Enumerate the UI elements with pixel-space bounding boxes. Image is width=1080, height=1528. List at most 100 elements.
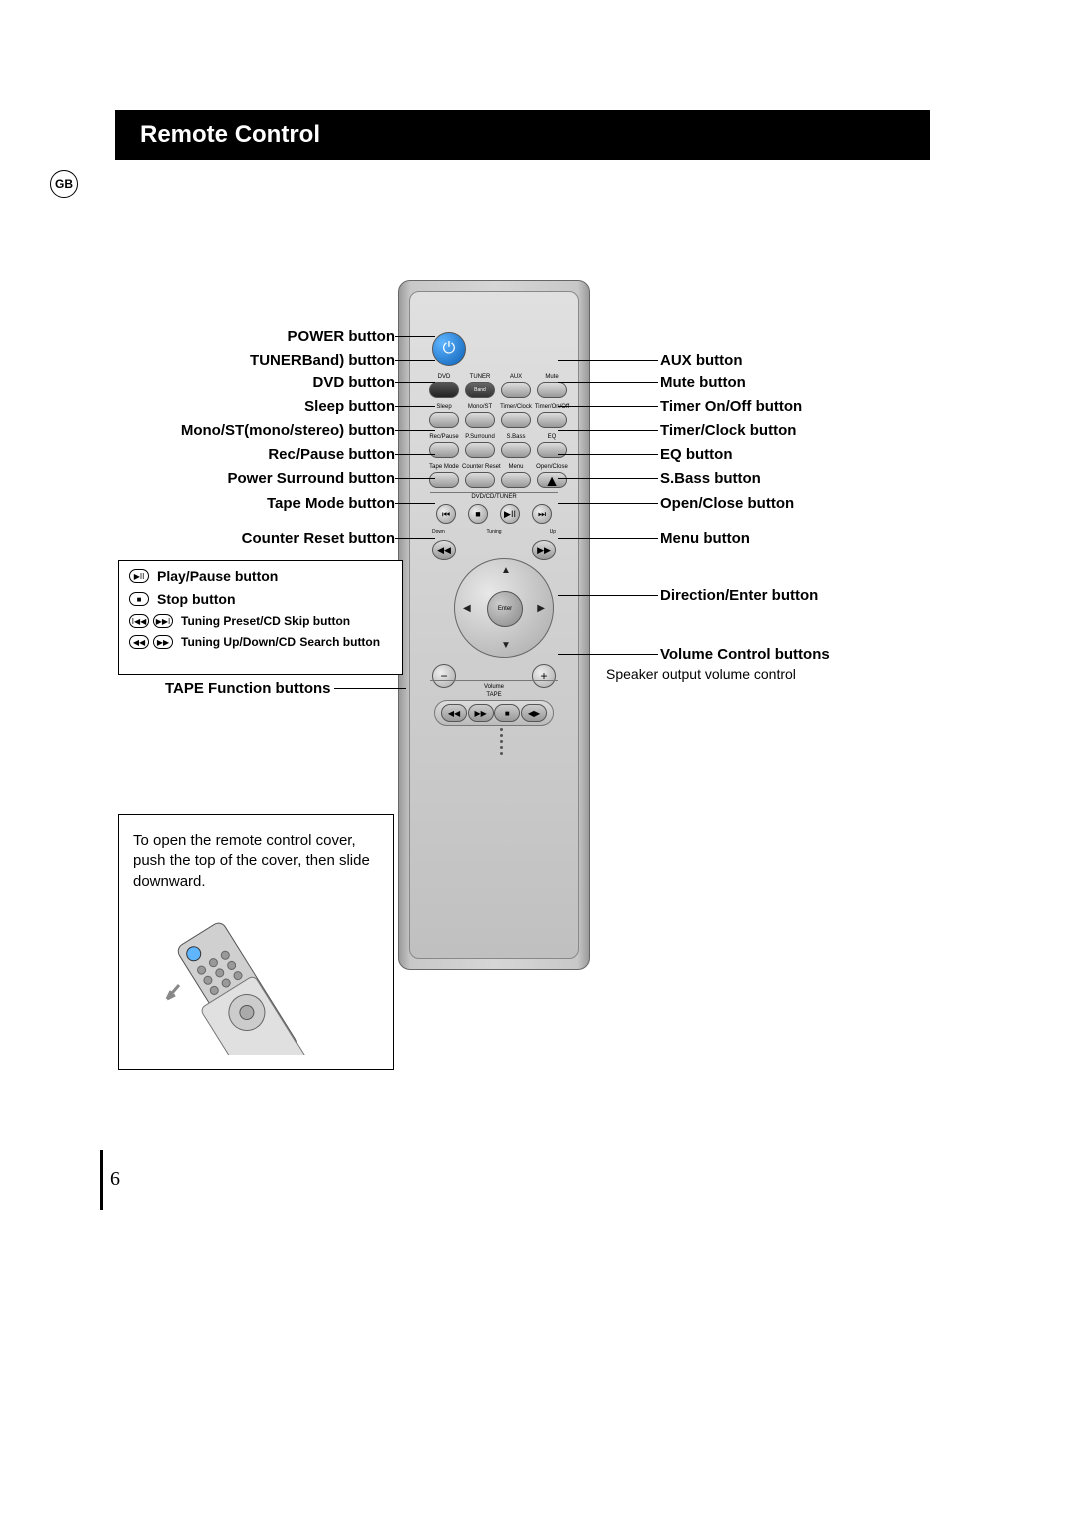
label-monost: Mono/ST bbox=[462, 404, 498, 410]
dpad-left-icon: ◀ bbox=[463, 603, 471, 614]
aux-button[interactable] bbox=[501, 382, 531, 398]
right-callout-label: Direction/Enter button bbox=[660, 587, 818, 604]
search-fwd-button[interactable]: ▶▶ bbox=[532, 540, 556, 560]
callout-line bbox=[395, 406, 435, 407]
label-tuning: Tuning bbox=[484, 529, 504, 535]
page-title: Remote Control bbox=[140, 121, 320, 149]
eq-button[interactable] bbox=[537, 442, 567, 458]
sbass-button[interactable] bbox=[501, 442, 531, 458]
right-callout-label: S.Bass button bbox=[660, 470, 761, 487]
remote-body: ⏻ DVD TUNER Band AUX Mute Sleep Mono/ST T… bbox=[398, 280, 590, 970]
skip-back-button[interactable]: ⏮ bbox=[436, 504, 456, 524]
label-up: Up bbox=[550, 529, 556, 535]
callout-line bbox=[395, 430, 435, 431]
right-callout-label: Timer On/Off button bbox=[660, 398, 802, 415]
search-back-button[interactable]: ◀◀ bbox=[432, 540, 456, 560]
counter-reset-button[interactable] bbox=[465, 472, 495, 488]
legend-text: Play/Pause button bbox=[157, 568, 278, 584]
rec-pause-button[interactable] bbox=[429, 442, 459, 458]
mute-button[interactable] bbox=[537, 382, 567, 398]
stop-button[interactable]: ■ bbox=[468, 504, 488, 524]
callout-line bbox=[395, 503, 435, 504]
menu-button[interactable] bbox=[501, 472, 531, 488]
label-psurround: P.Surround bbox=[462, 434, 498, 440]
dvd-button[interactable] bbox=[429, 382, 459, 398]
left-callout-label: POWER button bbox=[288, 328, 395, 345]
left-callout-label: DVD button bbox=[313, 374, 395, 391]
callout-line bbox=[558, 503, 658, 504]
callout-line bbox=[558, 595, 658, 596]
dpad-up-icon: ▲ bbox=[501, 565, 511, 576]
region-badge: GB bbox=[50, 170, 78, 198]
remote-slide-icon bbox=[149, 903, 369, 1055]
skip-fwd-button[interactable]: ⏭ bbox=[532, 504, 552, 524]
power-button[interactable]: ⏻ bbox=[432, 332, 466, 366]
tunerband-button[interactable]: Band bbox=[465, 382, 495, 398]
section-label: DVD/CD/TUNER bbox=[410, 494, 578, 500]
label-tape: TAPE bbox=[410, 692, 578, 698]
left-callout-label: Tape Mode button bbox=[267, 495, 395, 512]
label-recpause: Rec/Pause bbox=[426, 434, 462, 440]
tape-mode-button[interactable] bbox=[429, 472, 459, 488]
direction-pad[interactable]: ▲ ▼ ◀ ▶ Enter bbox=[454, 558, 554, 658]
callout-line bbox=[558, 430, 658, 431]
callout-line bbox=[395, 538, 435, 539]
left-callout-label: Counter Reset button bbox=[242, 530, 395, 547]
timer-onoff-button[interactable] bbox=[537, 412, 567, 428]
label-openclose: Open/Close bbox=[534, 464, 570, 470]
legend-text: Tuning Preset/CD Skip button bbox=[181, 614, 350, 628]
callout-line bbox=[395, 336, 435, 337]
right-callout-label: Timer/Clock button bbox=[660, 422, 796, 439]
legend-icon: I◀◀ bbox=[129, 614, 149, 628]
brand-dots-icon bbox=[500, 728, 503, 755]
label-volume: Volume bbox=[410, 684, 578, 690]
play-pause-button[interactable]: ▶II bbox=[500, 504, 520, 524]
right-callout-label: Mute button bbox=[660, 374, 746, 391]
callout-line bbox=[558, 478, 658, 479]
label-eq: EQ bbox=[534, 434, 570, 440]
tape-stop-button[interactable]: ■ bbox=[494, 704, 520, 722]
legend-icon: ▶▶ bbox=[153, 635, 173, 649]
dpad-right-icon: ▶ bbox=[537, 603, 545, 614]
label-aux: AUX bbox=[498, 374, 534, 380]
page-number: 6 bbox=[110, 1168, 120, 1191]
power-surround-button[interactable] bbox=[465, 442, 495, 458]
legend-icon: ▶II bbox=[129, 569, 149, 583]
sleep-button[interactable] bbox=[429, 412, 459, 428]
tape-play-button[interactable]: ◀▶ bbox=[521, 704, 547, 722]
callout-line bbox=[558, 538, 658, 539]
callout-line bbox=[395, 360, 435, 361]
cover-note-box: To open the remote control cover, push t… bbox=[118, 814, 394, 1070]
callout-line bbox=[558, 454, 658, 455]
label-dvd: DVD bbox=[426, 374, 462, 380]
label-sleep: Sleep bbox=[426, 404, 462, 410]
left-callout-label: Mono/ST(mono/stereo) button bbox=[181, 422, 395, 439]
label-sbass: S.Bass bbox=[498, 434, 534, 440]
callout-line bbox=[558, 382, 658, 383]
page-number-bar bbox=[100, 1150, 103, 1210]
callout-line bbox=[395, 454, 435, 455]
label-tapemode: Tape Mode bbox=[426, 464, 462, 470]
right-callout-label: Volume Control buttons bbox=[660, 646, 830, 663]
legend-icon: ▶▶I bbox=[153, 614, 173, 628]
enter-button[interactable]: Enter bbox=[487, 591, 523, 627]
left-callout-label: Rec/Pause button bbox=[268, 446, 395, 463]
label-tuner: TUNER bbox=[462, 374, 498, 380]
right-callout-label: AUX button bbox=[660, 352, 742, 369]
tape-ff-button[interactable]: ▶▶ bbox=[468, 704, 494, 722]
legend-icon: ◀◀ bbox=[129, 635, 149, 649]
callout-line bbox=[558, 360, 658, 361]
callout-line bbox=[395, 478, 435, 479]
timer-clock-button[interactable] bbox=[501, 412, 531, 428]
legend-text: Tuning Up/Down/CD Search button bbox=[181, 635, 380, 649]
open-close-button[interactable]: ▲ bbox=[537, 472, 567, 488]
label-counterreset: Counter Reset bbox=[462, 464, 498, 470]
legend-row: ◀◀ ▶▶ Tuning Up/Down/CD Search button bbox=[129, 635, 392, 649]
mono-st-button[interactable] bbox=[465, 412, 495, 428]
label-mute: Mute bbox=[534, 374, 570, 380]
cover-note-text: To open the remote control cover, push t… bbox=[133, 831, 379, 892]
legend-row: ▶II Play/Pause button bbox=[129, 568, 392, 584]
tape-function-label: TAPE Function buttons bbox=[165, 680, 331, 697]
tape-rew-button[interactable]: ◀◀ bbox=[441, 704, 467, 722]
right-callout-label: Menu button bbox=[660, 530, 750, 547]
